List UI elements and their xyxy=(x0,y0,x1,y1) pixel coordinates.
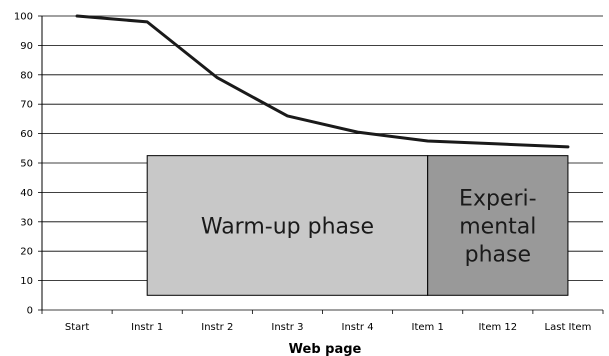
x-tick-label-item-1: Item 1 xyxy=(412,322,444,333)
phase-annotations: Warm-up phase Experi-mental phase xyxy=(146,155,569,296)
axis-labels: 0 10 20 30 40 50 60 70 80 90 100 Start Instr 1 Instr … xyxy=(14,12,591,334)
y-tick-label-80: 80 xyxy=(20,70,33,81)
y-tick-label-90: 90 xyxy=(20,41,33,52)
phase-box-experi-mental-phase-label-line-0: Experi- xyxy=(459,186,537,211)
y-tick-label-10: 10 xyxy=(20,276,33,287)
x-tick-label-last-item: Last Item xyxy=(545,322,592,333)
phase-box-warm-up-phase-label-line-0: Warm-up phase xyxy=(201,214,374,239)
phase-box-experi-mental-phase-label-line-2: phase xyxy=(465,242,531,267)
y-tick-label-70: 70 xyxy=(20,100,33,111)
x-tick-label-instr-2: Instr 2 xyxy=(201,322,233,333)
axes xyxy=(38,15,604,314)
x-tick-label-item-12: Item 12 xyxy=(478,322,517,333)
phase-box-warm-up-phase xyxy=(146,155,429,296)
series-layer xyxy=(75,14,570,149)
y-tick-label-30: 30 xyxy=(20,217,33,228)
phase-box-experi-mental-phase xyxy=(427,155,569,296)
x-tick-label-start: Start xyxy=(65,322,90,333)
phase-box-warm-up-phase-label: Warm-up phase xyxy=(201,214,374,239)
x-tick-label-instr-1: Instr 1 xyxy=(131,322,163,333)
y-tick-label-100: 100 xyxy=(14,12,33,23)
y-tick-label-50: 50 xyxy=(20,159,33,170)
y-tick-label-40: 40 xyxy=(20,188,33,199)
x-tick-label-instr-3: Instr 3 xyxy=(271,322,303,333)
phase-box-experi-mental-phase-label-line-1: mental xyxy=(459,214,536,239)
y-tick-label-0: 0 xyxy=(27,306,33,317)
x-axis-title: Web page xyxy=(289,342,362,356)
y-tick-label-20: 20 xyxy=(20,247,33,258)
phase-box-experi-mental-phase-label: Experi-mental phase xyxy=(459,186,537,267)
y-tick-label-60: 60 xyxy=(20,129,33,140)
x-tick-label-instr-4: Instr 4 xyxy=(342,322,374,333)
series-line-0 xyxy=(75,14,570,149)
